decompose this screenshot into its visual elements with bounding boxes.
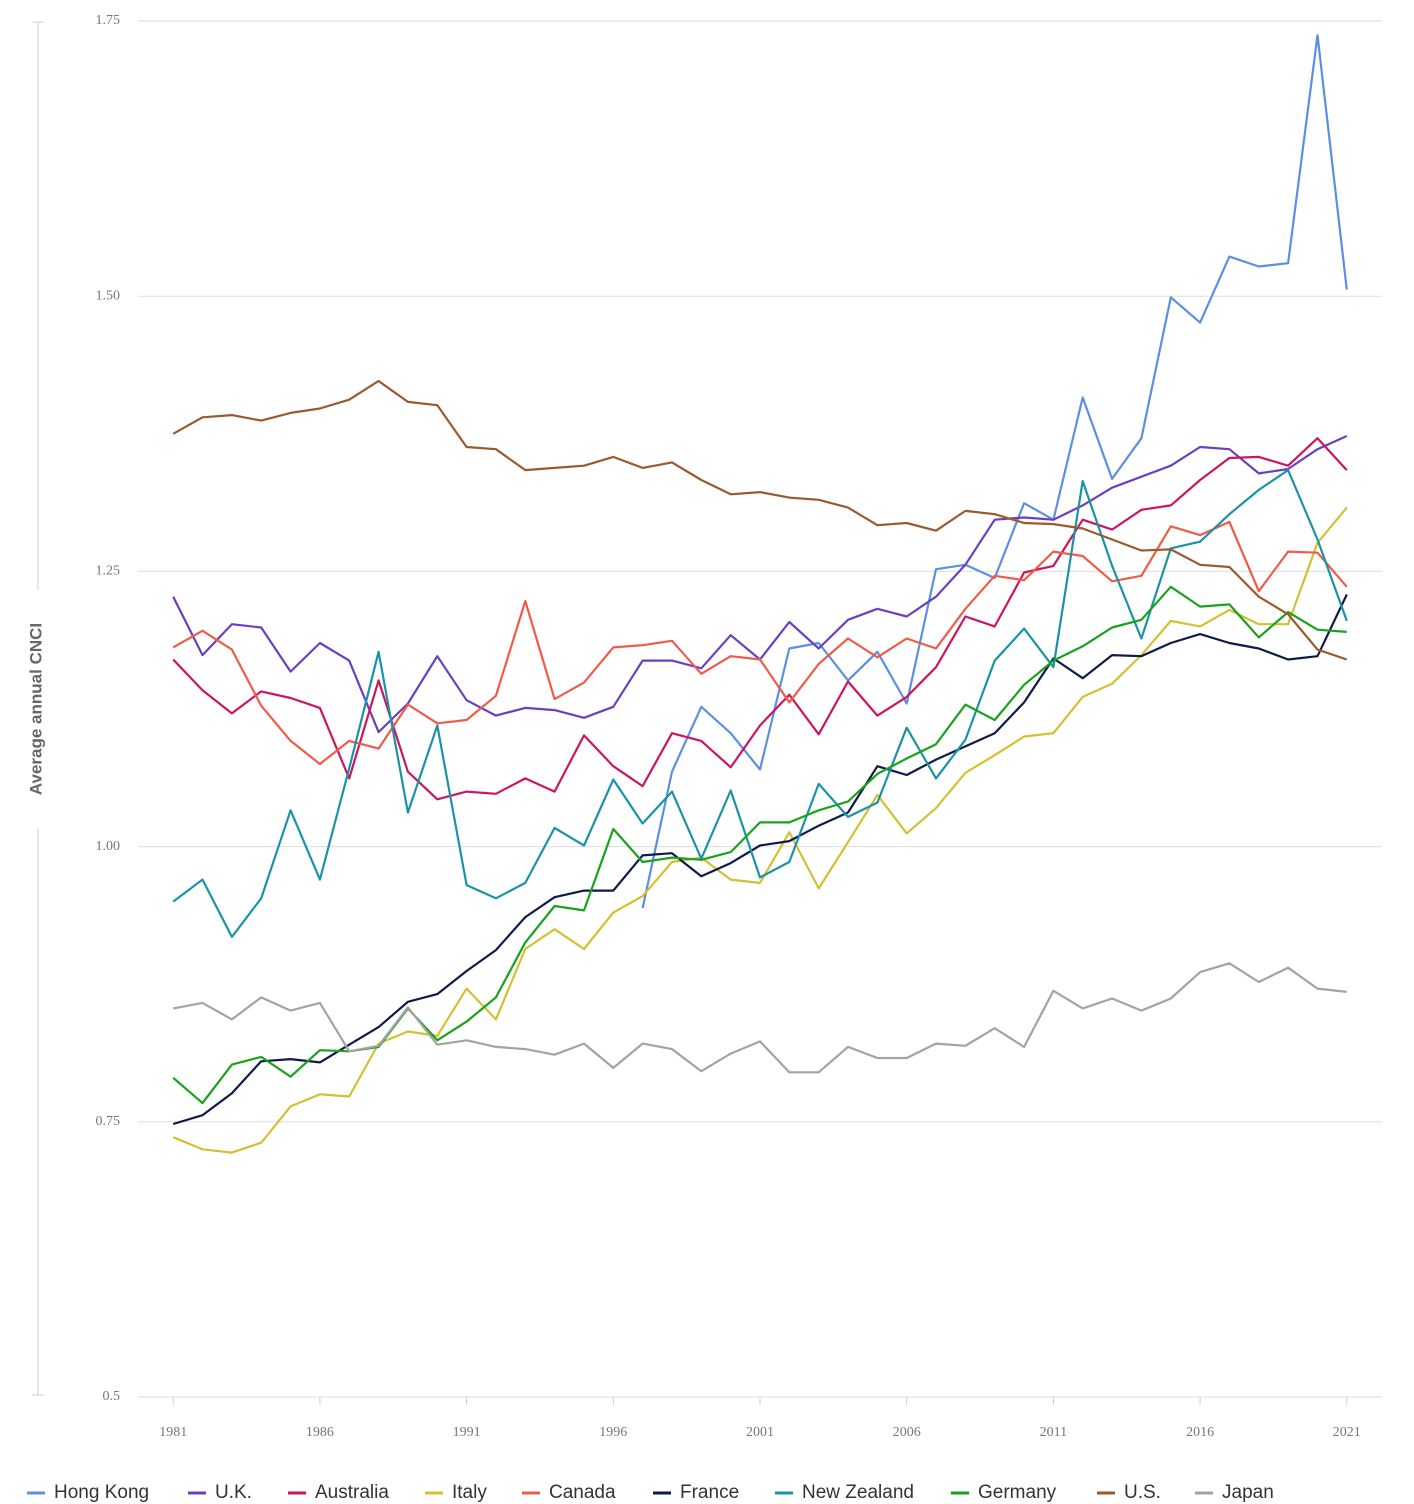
series-line [172, 594, 1348, 1126]
y-tick-label: 0.75 [96, 1114, 121, 1129]
series-line [172, 962, 1347, 1074]
x-tick-label: 2001 [746, 1425, 774, 1440]
legend-label: Japan [1222, 1482, 1274, 1503]
legend-label: Italy [452, 1482, 487, 1503]
legend-label: Australia [315, 1482, 389, 1503]
legend-label: U.K. [215, 1482, 252, 1503]
x-tick-label: 1996 [599, 1425, 627, 1440]
y-tick-label: 0.5 [103, 1389, 121, 1404]
y-tick-label: 1.00 [96, 839, 121, 854]
x-tick-label: 1986 [306, 1425, 334, 1440]
legend-label: Germany [978, 1482, 1057, 1503]
series-line [172, 434, 1348, 734]
series-line [172, 379, 1348, 661]
x-tick-label: 1991 [453, 1425, 481, 1440]
legend-label: U.S. [1124, 1482, 1161, 1503]
series-line [172, 520, 1348, 766]
x-tick-label: 2006 [893, 1425, 921, 1440]
legend-label: France [680, 1482, 739, 1503]
legend-label: New Zealand [802, 1482, 914, 1503]
x-tick-label: 1981 [159, 1425, 187, 1440]
x-tick-label: 2011 [1040, 1425, 1067, 1440]
legend-label: Hong Kong [54, 1482, 149, 1503]
y-tick-label: 1.50 [96, 288, 121, 303]
legend-label: Canada [549, 1482, 616, 1503]
series-line [172, 469, 1348, 938]
series-line [172, 437, 1348, 801]
y-tick-label: 1.25 [96, 564, 121, 579]
y-axis-label: Average annual CNCI [26, 623, 45, 795]
x-tick-label: 2016 [1186, 1425, 1214, 1440]
x-tick-label: 2021 [1333, 1425, 1361, 1440]
y-tick-label: 1.75 [96, 13, 121, 28]
series-line [172, 506, 1348, 1154]
series-line [641, 34, 1348, 909]
